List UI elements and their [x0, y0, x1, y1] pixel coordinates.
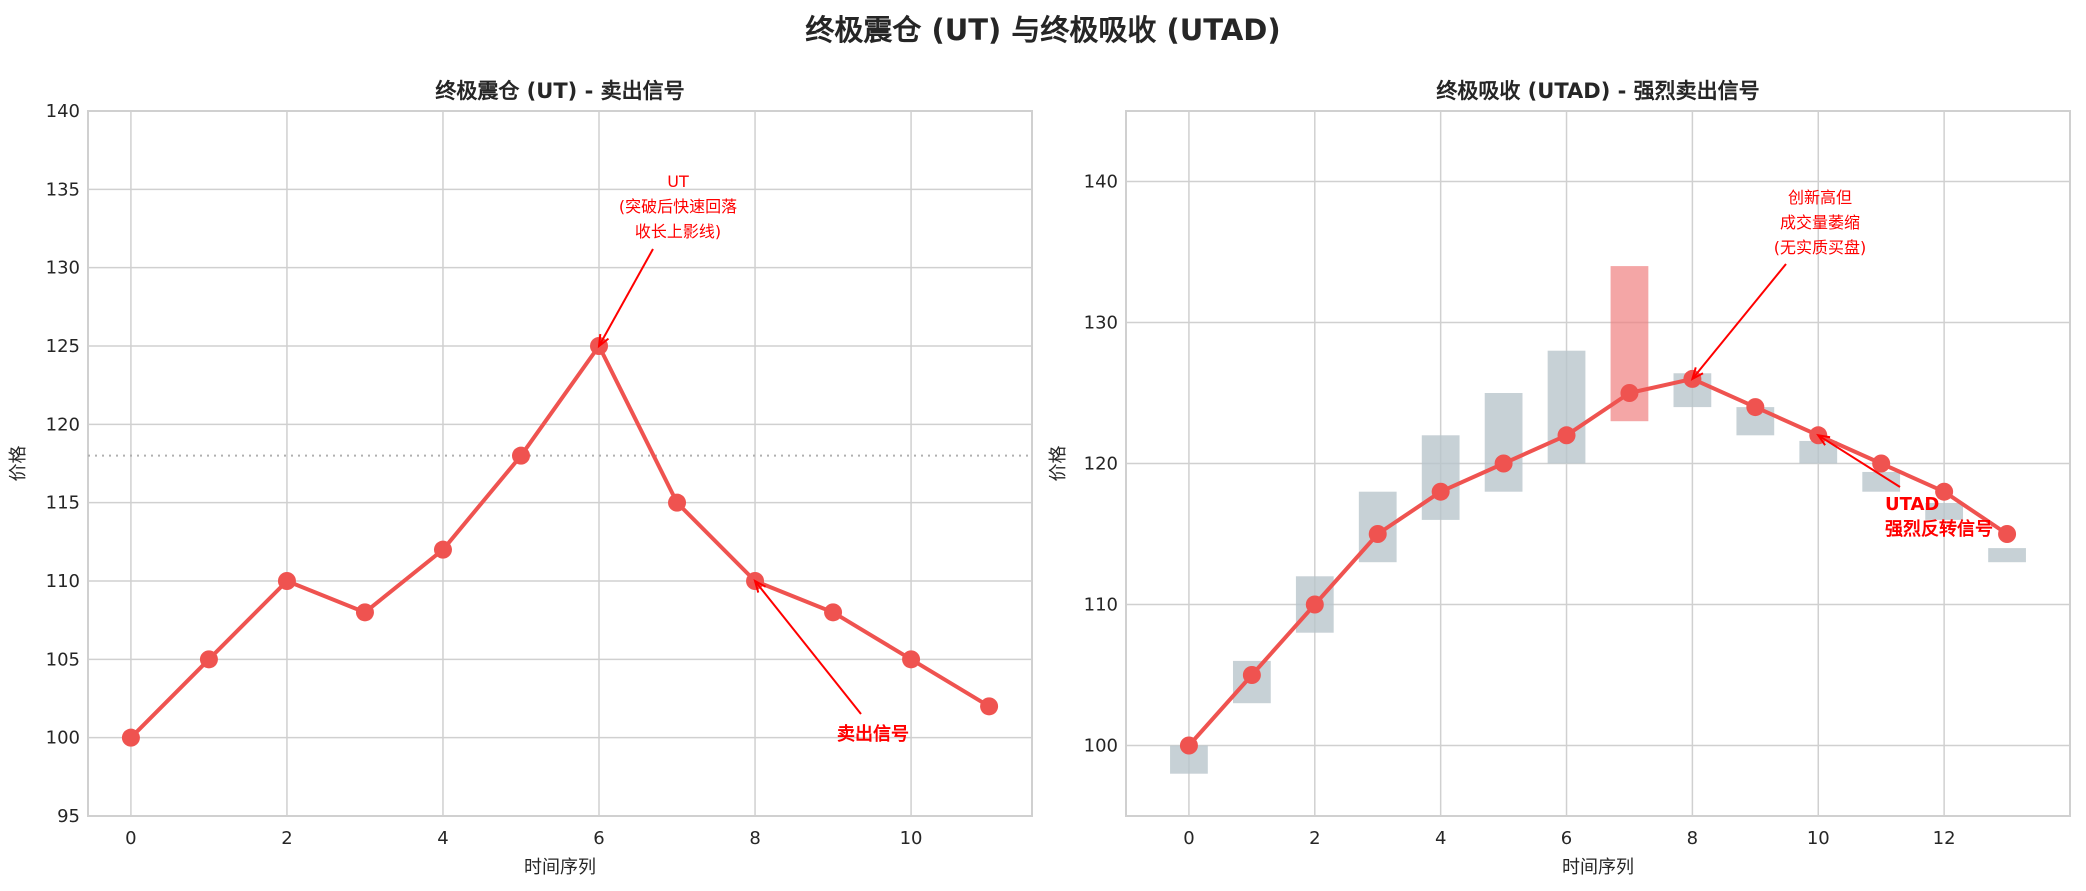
x-tick-label: 10 — [900, 828, 923, 849]
price-point — [277, 572, 296, 590]
range-bar — [1862, 471, 1901, 492]
range-bar — [1421, 435, 1460, 520]
price-point — [1242, 666, 1261, 684]
annotation-arrow — [1817, 434, 1901, 488]
range-bar — [1988, 548, 2026, 563]
x-tick-label: 0 — [125, 828, 136, 849]
x-axis-label: 时间序列 — [1562, 857, 1634, 878]
price-point — [1620, 384, 1639, 402]
axes-frame — [87, 110, 1033, 817]
price-point — [1368, 525, 1387, 543]
annotation-text: (无实质买盘) — [1774, 238, 1867, 257]
annotation-text: UT — [667, 172, 689, 191]
y-axis-label: 价格 — [1048, 446, 1069, 482]
annotation-arrow — [1691, 263, 1787, 380]
x-tick-label: 0 — [1183, 828, 1194, 849]
subplot-title: 终极震仓 (UT) - 卖出信号 — [435, 79, 684, 103]
figure-title: 终极震仓 (UT) 与终极吸收 (UTAD) — [805, 13, 1280, 47]
annotation-text: 创新高但 — [1788, 188, 1852, 207]
subplot-title: 终极吸收 (UTAD) - 强烈卖出信号 — [1436, 79, 1759, 103]
y-tick-label: 100 — [46, 728, 80, 749]
x-tick-label: 8 — [749, 828, 760, 849]
annotation-text: UTAD — [1885, 494, 1939, 515]
range-bar — [1925, 502, 1964, 520]
x-tick-label: 6 — [593, 828, 604, 849]
price-point — [1557, 426, 1576, 445]
y-tick-label: 100 — [1084, 736, 1118, 757]
price-point — [1494, 454, 1513, 473]
price-point — [1431, 482, 1450, 501]
price-point — [1305, 595, 1324, 614]
price-point — [121, 728, 140, 747]
arrow-head-icon — [1690, 367, 1704, 381]
x-tick-label: 2 — [1309, 828, 1320, 849]
price-point — [1746, 398, 1765, 417]
price-point — [511, 446, 530, 465]
y-tick-label: 120 — [1084, 454, 1118, 475]
price-line — [1187, 376, 2009, 747]
x-tick-label: 8 — [1687, 828, 1698, 849]
price-point — [199, 650, 218, 669]
y-tick-label: 120 — [46, 414, 80, 435]
price-point — [1179, 736, 1198, 755]
y-tick-label: 110 — [46, 571, 80, 592]
annotation-text: (突破后快速回落 — [619, 197, 737, 216]
y-axis-label: 价格 — [8, 446, 29, 482]
y-tick-label: 125 — [46, 336, 80, 357]
arrow-head-icon — [597, 333, 610, 349]
price-point — [1998, 525, 2017, 543]
y-tick-label: 95 — [57, 806, 80, 827]
y-tick-label: 110 — [1084, 595, 1118, 616]
annotation-arrow — [598, 248, 654, 347]
y-tick-label: 140 — [46, 101, 80, 122]
price-point — [1872, 454, 1891, 473]
range-bar — [1799, 440, 1838, 464]
y-tick-label: 140 — [1084, 172, 1118, 193]
range-bar — [1484, 393, 1523, 492]
chart-utad: 100 110 120 130 140 0 2 4 6 8 10 12 终极吸收 (UTAD) - 强烈… — [1048, 79, 2071, 878]
price-point — [980, 697, 999, 716]
x-tick-label: 6 — [1561, 828, 1572, 849]
x-tick-label: 2 — [281, 828, 292, 849]
price-point — [1935, 482, 1954, 501]
x-axis-label: 时间序列 — [524, 857, 596, 878]
annotation-text: 强烈反转信号 — [1885, 518, 1993, 540]
annotation-text: 收长上影线) — [635, 222, 721, 241]
chart-ut: 95 100 105 110 115 120 125 130 135 140 0 2 4 6 8 10 终极震仓… — [8, 79, 1033, 878]
arrow-head-icon — [753, 578, 767, 593]
x-tick-label: 4 — [1435, 828, 1446, 849]
x-tick-label: 4 — [437, 828, 448, 849]
x-tick-label: 12 — [1933, 828, 1956, 849]
range-bar — [1547, 350, 1586, 464]
y-tick-label: 115 — [46, 493, 80, 514]
x-tick-label: 10 — [1807, 828, 1830, 849]
arrow-head-icon — [1816, 433, 1831, 446]
y-tick-label: 135 — [46, 179, 80, 200]
annotation-arrow — [754, 580, 862, 715]
price-point — [902, 650, 921, 669]
price-point — [355, 603, 374, 622]
price-point — [824, 603, 843, 622]
y-tick-label: 130 — [46, 258, 80, 279]
axes-frame — [1125, 110, 2071, 817]
price-line — [129, 344, 991, 740]
price-point — [433, 540, 452, 559]
y-tick-label: 130 — [1084, 313, 1118, 334]
annotation-text: 成交量萎缩 — [1780, 213, 1860, 232]
y-tick-label: 105 — [46, 649, 80, 670]
price-point — [668, 493, 687, 512]
annotation-text: 卖出信号 — [837, 723, 909, 745]
